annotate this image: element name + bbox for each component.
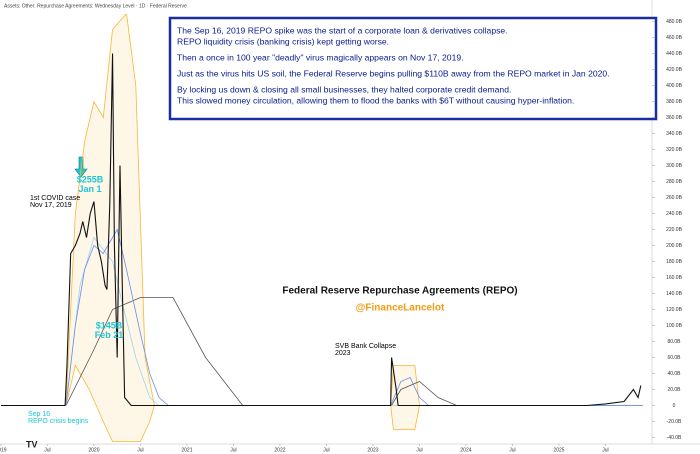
annotation: 2023 (335, 350, 351, 357)
y-tick-label: 480.0B (666, 19, 683, 25)
annotation: REPO crisis begins (28, 418, 89, 425)
y-tick-label: 360.0B (666, 115, 683, 121)
y-tick-label: -40.0B (667, 435, 682, 441)
y-tick-label: 420.0B (666, 67, 683, 73)
band-line (65, 364, 643, 442)
y-tick-label: 100.0B (666, 323, 683, 329)
chart-title: Federal Reserve Repurchase Agreements (R… (282, 286, 517, 297)
y-tick-label: 280.0B (666, 179, 683, 185)
series-line (65, 228, 643, 406)
annotation: Nov 17, 2019 (30, 202, 72, 209)
series-line (65, 236, 643, 406)
x-tick-label: 2024 (460, 447, 471, 453)
x-tick-label: 2021 (181, 447, 192, 453)
y-tick-label: 140.0B (666, 291, 683, 297)
note-text: REPO liquidity crisis (banking crisis) k… (177, 36, 389, 46)
y-tick-label: 300.0B (666, 163, 683, 169)
y-tick-label: 240.0B (666, 211, 683, 217)
x-tick-label: Jul (137, 447, 143, 453)
y-tick-label: 40.0B (667, 371, 681, 377)
y-tick-label: 80.0B (667, 339, 681, 345)
logo: TV (26, 439, 38, 449)
x-tick-label: Jul (416, 447, 422, 453)
y-tick-label: 160.0B (666, 275, 683, 281)
annotation: 1st COVID case (30, 195, 80, 202)
y-tick-label: 0 (673, 403, 676, 409)
y-tick-label: 60.0B (667, 355, 681, 361)
annotation: Feb 21 (95, 330, 124, 340)
y-tick-label: 400.0B (666, 83, 683, 89)
x-tick-label: 2023 (367, 447, 378, 453)
annotation: $255B (77, 174, 104, 184)
y-tick-label: 20.0B (667, 387, 681, 393)
annotation: $145B (96, 320, 123, 330)
note-text: Then a once in 100 year "deadly" virus m… (177, 52, 464, 62)
note-text: Just as the virus hits US soil, the Fede… (177, 68, 610, 78)
note-text: This slowed money circulation, allowing … (177, 95, 574, 105)
plot-area (0, 14, 643, 442)
y-tick-label: 180.0B (666, 259, 683, 265)
series-line (0, 53, 642, 407)
x-tick-label: 2025 (553, 447, 564, 453)
y-tick-label: 220.0B (666, 227, 683, 233)
note-text: The Sep 16, 2019 REPO spike was the star… (177, 25, 508, 35)
y-tick-label: 200.0B (666, 243, 683, 249)
x-tick-label: Jul (230, 447, 236, 453)
y-tick-label: 380.0B (666, 99, 683, 105)
y-tick-label: 260.0B (666, 195, 683, 201)
x-tick-label: 2020 (88, 447, 99, 453)
y-tick-label: 460.0B (666, 35, 683, 41)
y-tick-label: 120.0B (666, 307, 683, 313)
y-tick-label: -20.0B (667, 419, 682, 425)
annotation: Sep 16 (28, 411, 50, 418)
y-tick-label: 440.0B (666, 51, 683, 57)
x-tick-label: 2019 (0, 447, 7, 453)
header: Assets: Other: Repurchase Agreements: We… (4, 3, 187, 9)
x-tick-label: Jul (509, 447, 515, 453)
annotation: SVB Bank Collapse (335, 343, 396, 350)
note-box (168, 16, 658, 121)
y-tick-label: 320.0B (666, 147, 683, 153)
note-text: By locking us down & closing all small b… (177, 84, 511, 94)
annotation: Jan 1 (78, 184, 101, 194)
x-tick-label: Jul (323, 447, 329, 453)
x-tick-label: Jul (602, 447, 608, 453)
band-line (65, 14, 643, 406)
band-area (66, 14, 643, 442)
chart-subtitle: @FinanceLancelot (356, 303, 445, 314)
x-tick-label: Jul (44, 447, 50, 453)
y-tick-label: 340.0B (666, 131, 683, 137)
x-tick-label: 2022 (274, 447, 285, 453)
